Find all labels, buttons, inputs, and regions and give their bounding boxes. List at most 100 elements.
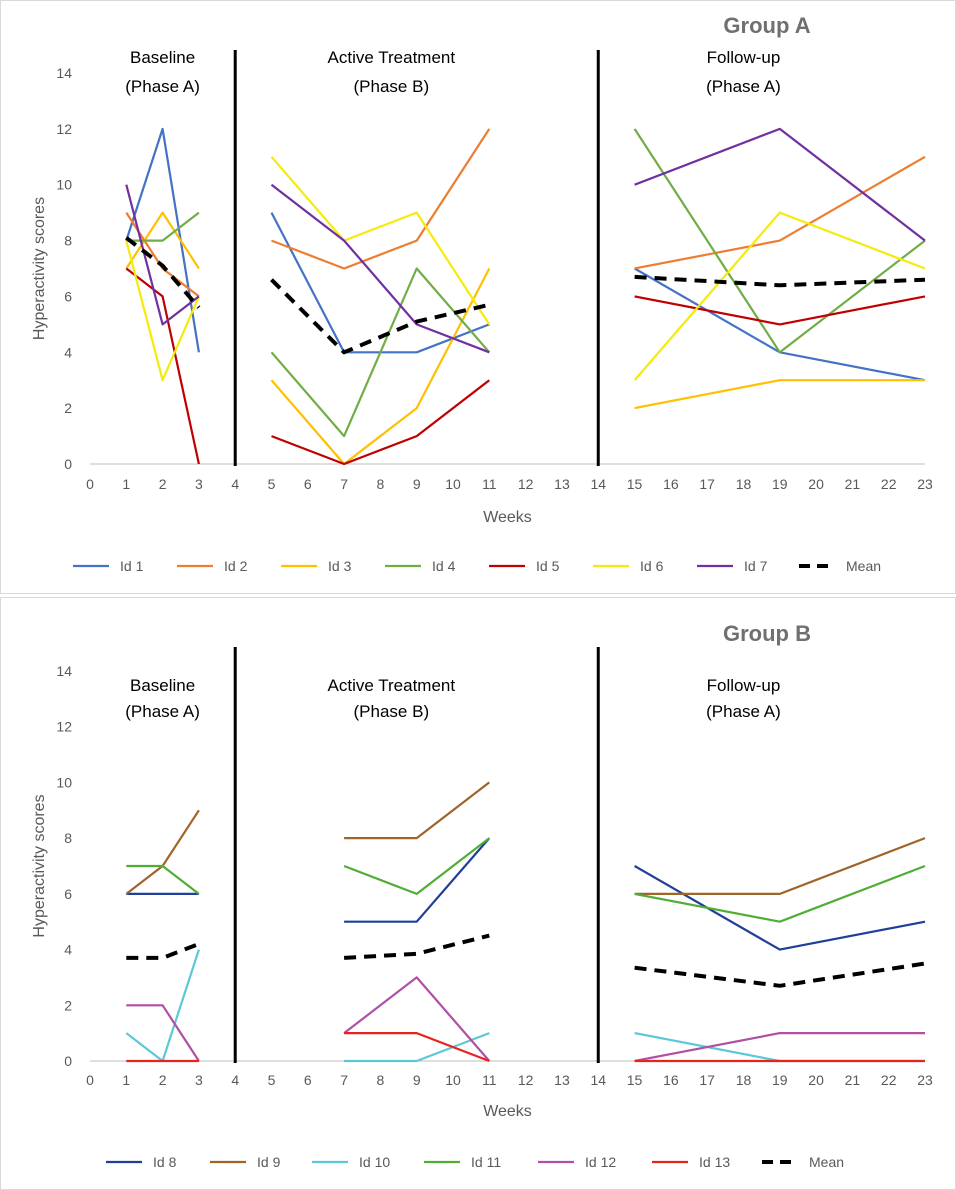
x-tick-label: 8 [377, 476, 385, 492]
legend-label: Id 7 [744, 558, 768, 574]
y-axis-label: Hyperactivity scores [31, 197, 48, 340]
x-tick-label: 10 [445, 1072, 461, 1088]
series-line-mean [270, 278, 490, 355]
x-tick-label: 2 [159, 476, 167, 492]
series-line-id-11 [126, 864, 200, 895]
x-tick-label: 15 [627, 1072, 643, 1088]
y-tick-label: 8 [64, 830, 72, 846]
chart-title: Group A [723, 13, 810, 38]
series-line-mean [125, 236, 201, 309]
x-tick-label: 7 [340, 1072, 348, 1088]
series-line-id-4 [633, 128, 926, 354]
y-tick-label: 4 [64, 344, 72, 360]
legend-label: Id 12 [585, 1154, 616, 1170]
group-b-chart-panel: Group B 0 2 4 6 8 10 12 14 0 1 2 3 4 5 6 7 8 9 10 11 12 13 14 15… [0, 597, 956, 1190]
legend-label: Id 8 [153, 1154, 177, 1170]
series-line-id-10 [634, 1032, 925, 1063]
series-line-id-4 [126, 211, 200, 242]
legend-label: Id 4 [432, 558, 456, 574]
series-line-id-1 [125, 127, 200, 353]
phase-label-phase: (Phase A) [125, 77, 200, 96]
chart-title: Group B [723, 621, 811, 646]
x-tick-label: 7 [340, 476, 348, 492]
x-tick-label: 17 [699, 1072, 715, 1088]
series-line-id-5 [125, 267, 200, 465]
series-line-id-9 [344, 781, 490, 840]
phase-label-name: Baseline [130, 676, 195, 695]
y-tick-label: 6 [64, 886, 72, 902]
x-tick-label: 13 [554, 1072, 570, 1088]
y-tick-label: 14 [56, 65, 72, 81]
x-tick-label: 19 [772, 476, 788, 492]
x-tick-label: 14 [590, 1072, 606, 1088]
x-tick-label: 16 [663, 476, 679, 492]
x-tick-label: 11 [482, 1072, 497, 1088]
x-tick-label: 21 [845, 476, 861, 492]
phase-label-phase: (Phase A) [706, 702, 781, 721]
series-line-id-5 [271, 379, 490, 466]
x-tick-label: 10 [445, 476, 461, 492]
x-tick-label: 17 [699, 476, 715, 492]
phase-label-phase: (Phase B) [354, 77, 430, 96]
series-line-id-6 [270, 156, 491, 325]
phase-label-name: Follow-up [707, 676, 781, 695]
phase-label-name: Baseline [130, 48, 195, 67]
x-tick-label: 1 [122, 1072, 130, 1088]
series-line-id-2 [634, 155, 926, 270]
series-line-id-11 [634, 864, 926, 923]
series-line-id-7 [125, 184, 200, 326]
series-line-id-10 [344, 1032, 490, 1063]
x-tick-label: 9 [413, 476, 421, 492]
x-tick-label: 4 [231, 476, 239, 492]
series-line-id-13 [344, 1032, 490, 1063]
y-tick-label: 10 [56, 177, 72, 193]
series-line-id-8 [634, 865, 926, 951]
legend-label: Id 11 [471, 1154, 501, 1170]
series-line-mean [343, 933, 490, 960]
x-tick-label: 6 [304, 476, 312, 492]
x-tick-label: 9 [413, 1072, 421, 1088]
series-line-id-9 [125, 809, 200, 895]
phase-label-name: Active Treatment [328, 48, 456, 67]
x-tick-label: 23 [917, 1072, 933, 1088]
x-tick-label: 22 [881, 1072, 897, 1088]
y-tick-label: 10 [56, 774, 72, 790]
series-line-id-3 [125, 211, 200, 270]
legend-label: Id 6 [640, 558, 664, 574]
y-axis-label: Hyperactivity scores [31, 794, 48, 937]
y-tick-label: 0 [64, 456, 72, 472]
x-tick-label: 1 [122, 476, 130, 492]
y-tick-label: 2 [64, 400, 72, 416]
x-tick-label: 15 [627, 476, 643, 492]
x-tick-label: 20 [808, 1072, 824, 1088]
y-tick-label: 12 [56, 121, 72, 137]
x-tick-label: 11 [482, 476, 497, 492]
y-tick-label: 8 [64, 233, 72, 249]
y-tick-label: 6 [64, 288, 72, 304]
y-tick-label: 14 [56, 663, 72, 679]
y-tick-label: 2 [64, 997, 72, 1013]
series-line-id-11 [343, 837, 490, 895]
legend-label: Mean [809, 1154, 844, 1170]
x-tick-label: 13 [554, 476, 570, 492]
series-line-id-6 [125, 240, 200, 382]
x-tick-label: 12 [518, 1072, 534, 1088]
series-line-id-4 [270, 267, 491, 438]
series-line-id-2 [271, 128, 491, 270]
phase-label-phase: (Phase A) [125, 702, 200, 721]
phase-label-name: Active Treatment [328, 676, 456, 695]
x-tick-label: 21 [845, 1072, 861, 1088]
series-line-mean [634, 274, 926, 288]
x-tick-label: 18 [736, 476, 752, 492]
series-line-id-5 [634, 295, 926, 326]
x-tick-label: 20 [808, 476, 824, 492]
phase-label-name: Follow-up [707, 48, 781, 67]
series-line-id-12 [126, 1004, 200, 1062]
series-line-id-9 [634, 837, 926, 895]
y-tick-label: 4 [64, 942, 72, 958]
legend-label: Id 5 [536, 558, 560, 574]
series-line-mean [634, 961, 926, 988]
group-a-chart-panel: Group A 0 2 4 6 8 10 12 14 0 1 2 3 4 5 6 7 8 9 10 11 12 13 14 15… [0, 0, 956, 594]
series-line-id-6 [633, 211, 926, 381]
